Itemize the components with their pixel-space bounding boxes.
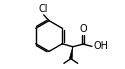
Text: OH: OH xyxy=(94,41,109,51)
Text: Cl: Cl xyxy=(38,4,48,14)
Polygon shape xyxy=(70,47,73,59)
Text: O: O xyxy=(80,24,87,34)
